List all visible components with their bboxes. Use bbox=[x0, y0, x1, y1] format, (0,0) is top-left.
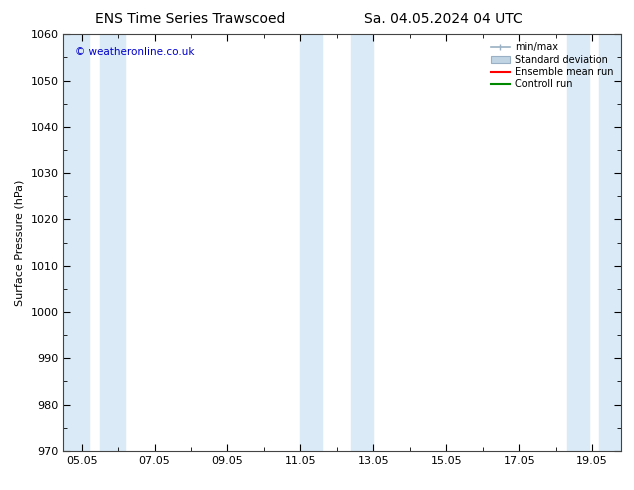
Bar bbox=[301, 34, 322, 451]
Legend: min/max, Standard deviation, Ensemble mean run, Controll run: min/max, Standard deviation, Ensemble me… bbox=[488, 39, 616, 92]
Bar bbox=[63, 34, 89, 451]
Bar bbox=[351, 34, 373, 451]
Bar bbox=[567, 34, 588, 451]
Bar bbox=[599, 34, 621, 451]
Text: Sa. 04.05.2024 04 UTC: Sa. 04.05.2024 04 UTC bbox=[365, 12, 523, 26]
Text: © weatheronline.co.uk: © weatheronline.co.uk bbox=[75, 47, 194, 57]
Y-axis label: Surface Pressure (hPa): Surface Pressure (hPa) bbox=[15, 179, 25, 306]
Text: ENS Time Series Trawscoed: ENS Time Series Trawscoed bbox=[95, 12, 285, 26]
Bar bbox=[100, 34, 126, 451]
